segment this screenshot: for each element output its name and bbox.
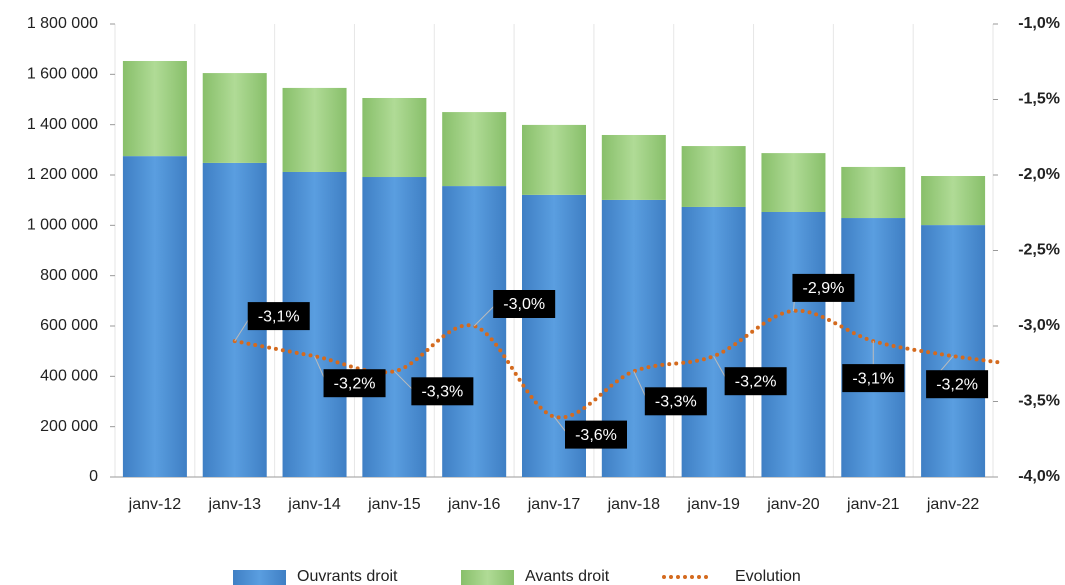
data-label: -3,3% [655, 394, 697, 411]
bar [761, 153, 826, 212]
y-tick-label: 800 000 [40, 267, 98, 284]
label-box [323, 369, 386, 398]
y-tick-label: 400 000 [40, 368, 98, 385]
y2-tick-label: -1,0% [1018, 15, 1060, 32]
legend-label: Avants droit [525, 568, 610, 585]
y2-tick-label: -3,0% [1018, 317, 1060, 334]
y2-tick-label: -2,5% [1018, 242, 1060, 259]
y-tick-label: 1 800 000 [27, 15, 98, 32]
x-tick-label: janv-16 [447, 496, 501, 513]
label-box [842, 364, 905, 393]
y2-tick-label: -1,5% [1018, 91, 1060, 108]
x-tick-label: janv-15 [367, 496, 421, 513]
y-tick-label: 600 000 [40, 317, 98, 334]
legend-label: Evolution [735, 568, 801, 585]
x-tick-label: janv-20 [766, 496, 820, 513]
data-label: -3,2% [936, 376, 978, 393]
y2-tick-label: -3,5% [1018, 393, 1060, 410]
x-tick-label: janv-22 [926, 496, 980, 513]
label-box [644, 387, 707, 416]
x-tick-label: janv-21 [846, 496, 900, 513]
data-label: -3,2% [334, 375, 376, 392]
y-tick-label: 1 600 000 [27, 66, 98, 83]
leader [394, 370, 415, 392]
label-box [565, 420, 627, 449]
bar [362, 177, 427, 477]
label-box [792, 273, 855, 302]
x-tick-label: janv-12 [128, 496, 182, 513]
legend-swatch [461, 570, 514, 585]
bar [681, 146, 746, 207]
bar [362, 97, 427, 178]
y2-tick-label: -2,0% [1018, 166, 1060, 183]
y-tick-label: 1 200 000 [27, 166, 98, 183]
y2-tick-label: -4,0% [1018, 468, 1060, 485]
bar [601, 134, 666, 200]
x-tick-label: janv-17 [527, 496, 581, 513]
bar [442, 112, 507, 187]
label-box [724, 367, 787, 396]
legend-swatch [233, 570, 286, 585]
bar [202, 73, 267, 163]
leader [473, 303, 497, 327]
x-tick-label: janv-18 [607, 496, 661, 513]
y-tick-label: 0 [89, 468, 98, 485]
label-box [493, 290, 556, 318]
label-box [926, 370, 989, 399]
y-tick-label: 1 400 000 [27, 116, 98, 133]
bar [122, 156, 187, 477]
bar [921, 176, 986, 226]
x-tick-label: janv-19 [686, 496, 740, 513]
line-series [232, 308, 1001, 420]
bar [522, 124, 586, 195]
data-label: -3,6% [575, 427, 617, 444]
x-tick-label: janv-13 [207, 496, 261, 513]
data-label: -3,0% [503, 296, 545, 313]
bar [841, 166, 906, 219]
x-tick-label: janv-14 [287, 496, 341, 513]
label-box [247, 302, 310, 331]
bar [122, 60, 187, 157]
bar [282, 87, 347, 172]
legend-label: Ouvrants droit [297, 568, 398, 585]
data-label: -2,9% [803, 280, 845, 297]
y-tick-label: 200 000 [40, 418, 98, 435]
data-label: -3,3% [421, 384, 463, 401]
data-label: -3,2% [735, 373, 777, 390]
bar [442, 186, 507, 477]
y-tick-label: 1 000 000 [27, 217, 98, 234]
bar [761, 211, 826, 477]
label-box [411, 377, 474, 406]
data-label: -3,1% [258, 308, 300, 325]
bar [921, 225, 986, 477]
bar [681, 206, 746, 477]
data-label: -3,1% [852, 370, 894, 387]
